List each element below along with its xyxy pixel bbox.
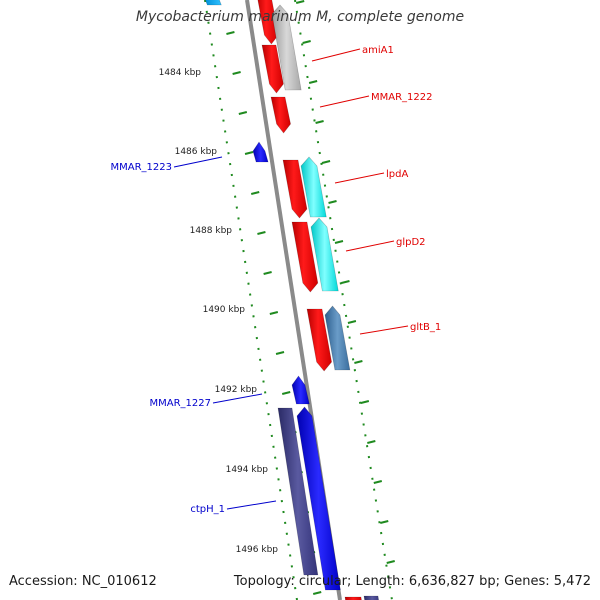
feature-mmar-1227[interactable]	[291, 375, 310, 405]
feature-mmar-1222[interactable]	[270, 96, 291, 134]
feature-gltB-1[interactable]	[306, 308, 332, 372]
tick-mark	[281, 391, 291, 395]
tick-mark	[334, 240, 344, 244]
feature-navy-block[interactable]	[277, 407, 319, 576]
gene-label-mmar-1227[interactable]: MMAR_1227	[150, 398, 212, 409]
tick-mark	[341, 280, 350, 284]
outer-tick-track	[294, 0, 393, 600]
tick-mark	[328, 200, 337, 204]
kbp-label: 1490 kbp	[203, 305, 246, 315]
major-ticks	[226, 0, 395, 595]
genome-summary-text: Topology: circular; Length: 6,636,827 bp…	[233, 574, 591, 589]
tick-mark	[244, 151, 254, 155]
tick-mark	[238, 111, 248, 115]
leader-glpD2	[345, 240, 395, 252]
leader-lpdA	[334, 172, 385, 184]
tick-mark	[226, 31, 235, 35]
gene-label-lpdA[interactable]: lpdA	[386, 169, 408, 180]
accession-text: Accession: NC_010612	[9, 574, 157, 589]
feature-lpdA-partner[interactable]	[300, 156, 327, 218]
leader-mmar-1223	[173, 156, 223, 168]
leader-mmar-1222	[319, 95, 370, 108]
tick-mark	[250, 191, 260, 195]
feature-red-arrow[interactable]	[261, 44, 284, 94]
tick-mark	[269, 311, 279, 315]
kbp-label: 1488 kbp	[190, 226, 233, 236]
tick-mark	[386, 560, 395, 564]
feature-bottom-partial[interactable]	[363, 595, 380, 600]
feature-ctpH-1[interactable]	[296, 406, 341, 591]
tick-mark	[308, 80, 318, 84]
tick-mark	[380, 520, 389, 524]
tick-mark	[232, 71, 241, 75]
feature-glpD2-partner[interactable]	[310, 217, 339, 292]
tick-mark	[263, 271, 272, 275]
kbp-label: 1484 kbp	[159, 68, 202, 78]
tick-mark	[354, 360, 363, 364]
tick-mark	[302, 40, 311, 44]
tick-mark	[257, 231, 266, 235]
gene-features	[205, 0, 380, 600]
tick-mark	[367, 440, 376, 444]
gene-label-mmar-1223[interactable]: MMAR_1223	[111, 162, 173, 173]
tick-mark	[275, 351, 285, 355]
kbp-label: 1494 kbp	[226, 465, 269, 475]
feature-bottom-partial[interactable]	[344, 596, 363, 600]
tick-mark	[315, 120, 324, 124]
tick-mark	[321, 160, 331, 164]
leader-gltB-1	[359, 325, 409, 335]
leader-ctpH-1	[226, 500, 277, 510]
feature-red-arrow[interactable]	[256, 0, 279, 45]
tick-mark	[373, 480, 383, 484]
genome-title: Mycobacterium marinum M, complete genome	[135, 9, 465, 25]
kbp-label: 1496 kbp	[236, 545, 279, 555]
tick-mark	[295, 0, 305, 4]
kbp-label: 1492 kbp	[215, 385, 258, 395]
feature-amiA1[interactable]	[271, 4, 302, 91]
feature-gltB-1-partner[interactable]	[324, 305, 351, 371]
feature-lpdA[interactable]	[282, 159, 308, 219]
feature-mmar-1223[interactable]	[252, 141, 269, 163]
kbp-label: 1486 kbp	[175, 147, 218, 157]
leader-mmar-1227	[212, 393, 263, 404]
gene-label-amiA1[interactable]: amiA1	[362, 45, 394, 56]
tick-mark	[360, 400, 370, 404]
tick-mark	[347, 320, 357, 324]
leader-amiA1	[311, 48, 361, 62]
feature-glpD2[interactable]	[291, 221, 319, 293]
gene-label-mmar-1222[interactable]: MMAR_1222	[371, 92, 433, 103]
gene-label-ctpH-1[interactable]: ctpH_1	[190, 504, 225, 515]
gene-label-gltB-1[interactable]: gltB_1	[410, 322, 441, 333]
gene-label-glpD2[interactable]: glpD2	[396, 237, 426, 248]
tick-mark	[312, 591, 322, 595]
label-leader-lines	[173, 48, 409, 510]
feature-top-partial[interactable]	[205, 0, 222, 6]
